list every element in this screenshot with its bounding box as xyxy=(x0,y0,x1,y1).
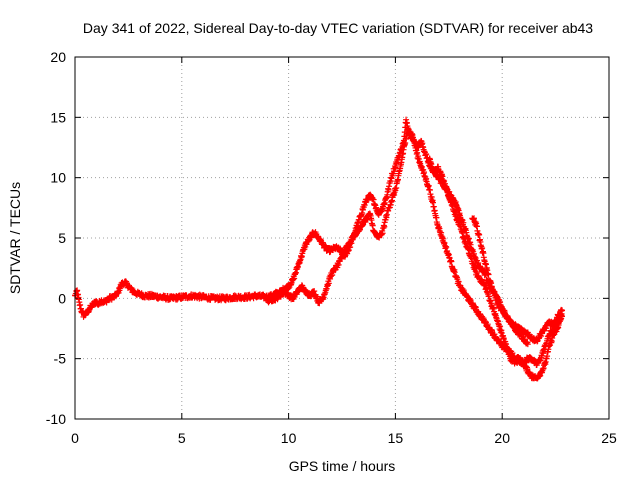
x-tick-label: 0 xyxy=(71,430,79,446)
chart-title: Day 341 of 2022, Sidereal Day-to-day VTE… xyxy=(83,20,593,36)
y-tick-label: 5 xyxy=(58,230,66,246)
data-point xyxy=(379,230,386,237)
data-point xyxy=(524,341,531,348)
x-tick-label: 25 xyxy=(601,430,617,446)
x-tick-label: 20 xyxy=(494,430,510,446)
data-point xyxy=(559,307,566,314)
y-tick-label: 20 xyxy=(50,49,66,65)
y-axis-label: SDTVAR / TECUs xyxy=(7,182,23,294)
x-tick-labels: 0 5 10 15 20 25 xyxy=(71,430,617,446)
y-tick-label: 15 xyxy=(50,109,66,125)
y-tick-label: -10 xyxy=(46,411,66,427)
y-tick-label: -5 xyxy=(54,351,67,367)
data-point xyxy=(414,149,421,156)
y-tick-labels: -10 -5 0 5 10 15 20 xyxy=(46,49,66,427)
x-axis-label: GPS time / hours xyxy=(289,458,396,474)
plot-frame xyxy=(74,56,610,420)
y-tick-label: 0 xyxy=(58,290,66,306)
x-tick-label: 10 xyxy=(281,430,297,446)
data-point xyxy=(465,235,472,242)
y-tick-label: 10 xyxy=(50,170,66,186)
data-point xyxy=(476,231,483,238)
x-tick-label: 15 xyxy=(388,430,404,446)
data-points xyxy=(72,116,566,382)
data-point xyxy=(485,271,492,278)
x-tick-label: 5 xyxy=(178,430,186,446)
